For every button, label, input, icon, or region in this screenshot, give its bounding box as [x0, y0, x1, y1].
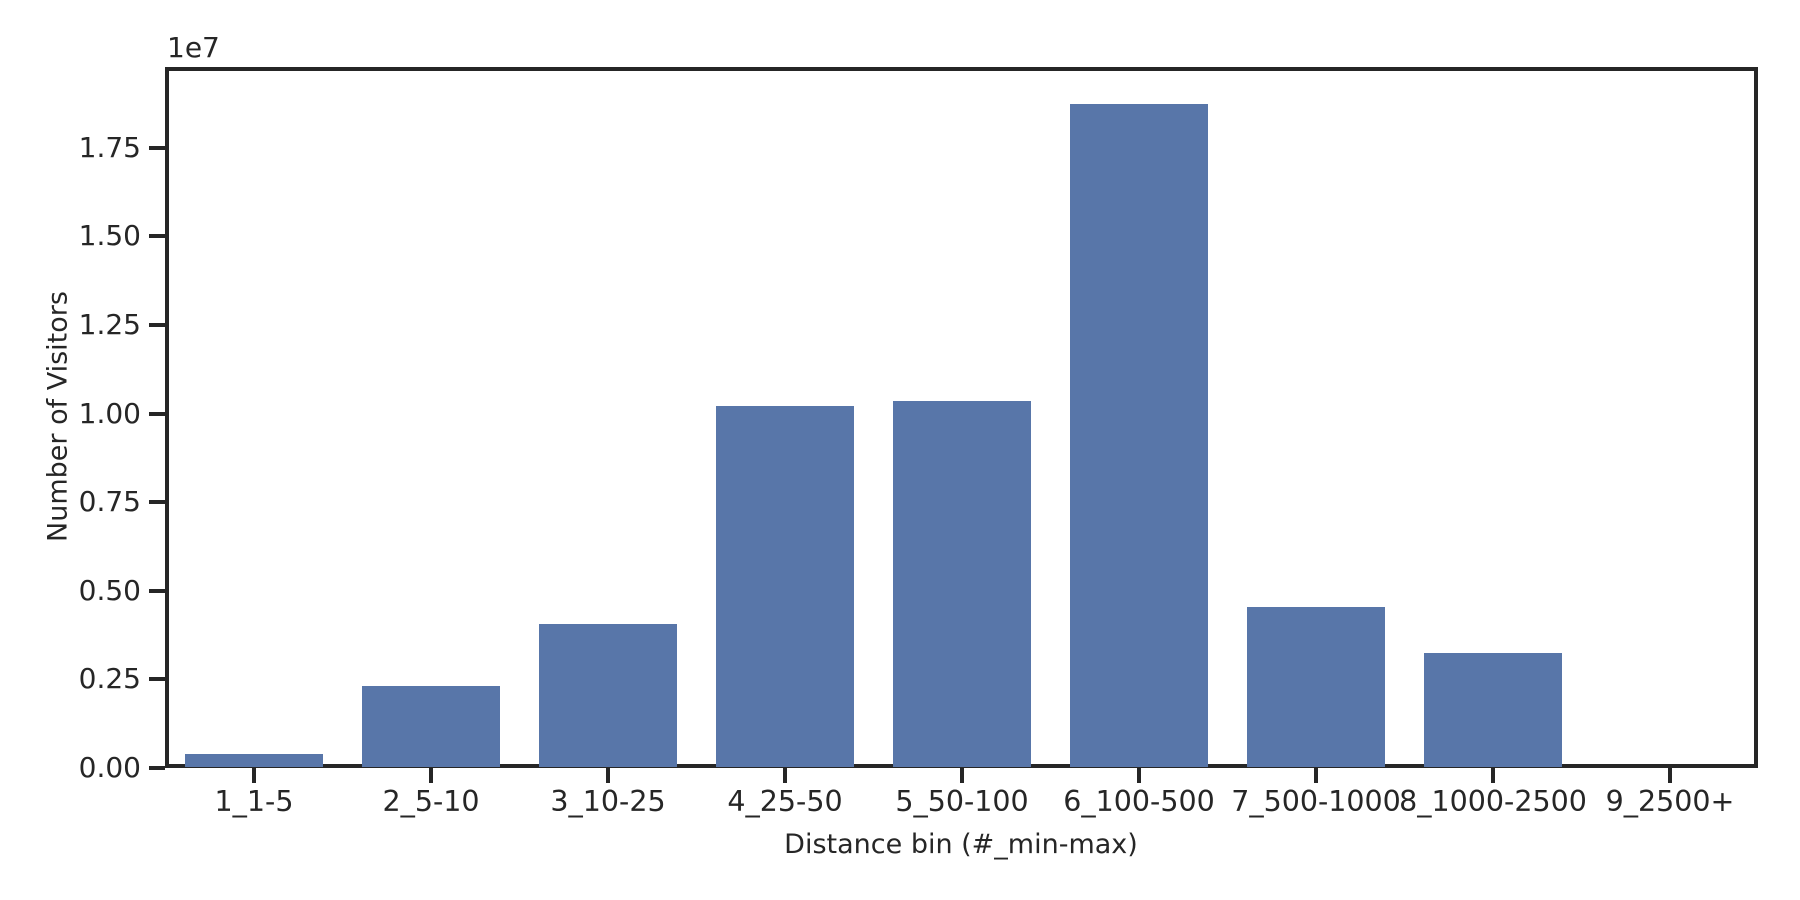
x-tick-mark — [783, 768, 787, 783]
x-tick-label: 5_50-100 — [895, 785, 1029, 818]
bar — [1070, 104, 1208, 767]
y-tick-label: 0.00 — [78, 751, 141, 784]
y-tick-label: 0.25 — [78, 662, 141, 695]
x-tick-mark — [1668, 768, 1672, 783]
x-tick-label: 4_25-50 — [727, 785, 843, 818]
bar — [1247, 607, 1385, 767]
y-axis-offset-label: 1e7 — [167, 31, 220, 64]
x-tick-label: 9_2500+ — [1605, 785, 1735, 818]
y-tick-label: 1.00 — [78, 397, 141, 430]
x-tick-label: 1_1-5 — [214, 785, 294, 818]
bar — [362, 686, 500, 767]
bar — [716, 406, 854, 767]
y-tick-mark — [149, 412, 165, 416]
y-tick-mark — [149, 589, 165, 593]
x-tick-mark — [960, 768, 964, 783]
y-tick-mark — [149, 323, 165, 327]
x-tick-mark — [252, 768, 256, 783]
y-tick-mark — [149, 146, 165, 150]
x-tick-mark — [429, 768, 433, 783]
y-tick-label: 0.50 — [78, 574, 141, 607]
bar — [539, 624, 677, 767]
x-tick-label: 8_1000-2500 — [1399, 785, 1587, 818]
bar — [185, 754, 323, 767]
x-tick-mark — [606, 768, 610, 783]
bar — [1424, 653, 1562, 767]
x-tick-label: 6_100-500 — [1063, 785, 1215, 818]
x-tick-mark — [1137, 768, 1141, 783]
y-tick-mark — [149, 234, 165, 238]
x-tick-mark — [1491, 768, 1495, 783]
x-tick-label: 2_5-10 — [382, 785, 480, 818]
y-tick-label: 1.75 — [78, 131, 141, 164]
x-axis-title: Distance bin (#_min-max) — [784, 829, 1138, 860]
x-tick-mark — [1314, 768, 1318, 783]
y-tick-mark — [149, 766, 165, 770]
x-tick-label: 3_10-25 — [550, 785, 666, 818]
y-tick-label: 0.75 — [78, 485, 141, 518]
y-tick-label: 1.50 — [78, 219, 141, 252]
y-tick-mark — [149, 500, 165, 504]
bar — [893, 401, 1031, 767]
y-tick-label: 1.25 — [78, 308, 141, 341]
y-tick-mark — [149, 677, 165, 681]
x-tick-label: 7_500-1000 — [1231, 785, 1401, 818]
